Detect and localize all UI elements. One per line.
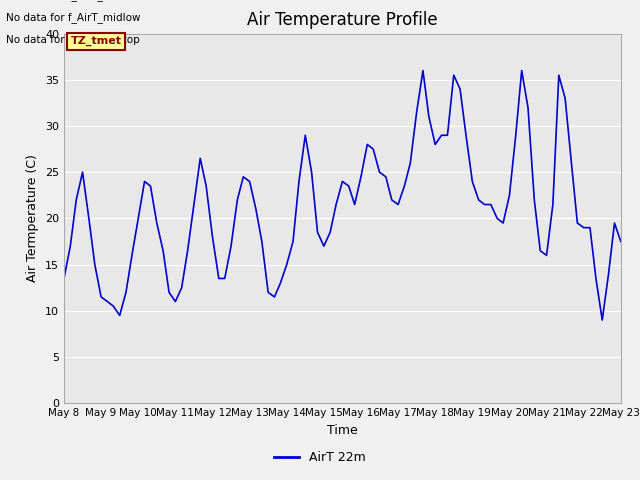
Legend: AirT 22m: AirT 22m [269, 446, 371, 469]
Text: No data for f_AirT_midtop: No data for f_AirT_midtop [6, 34, 140, 45]
Title: Air Temperature Profile: Air Temperature Profile [247, 11, 438, 29]
Text: TZ_tmet: TZ_tmet [70, 36, 122, 46]
Text: No data for f_AirT_midlow: No data for f_AirT_midlow [6, 12, 141, 23]
Text: No data for f_AirT_low: No data for f_AirT_low [6, 0, 121, 1]
Y-axis label: Air Termperature (C): Air Termperature (C) [26, 155, 40, 282]
X-axis label: Time: Time [327, 424, 358, 437]
